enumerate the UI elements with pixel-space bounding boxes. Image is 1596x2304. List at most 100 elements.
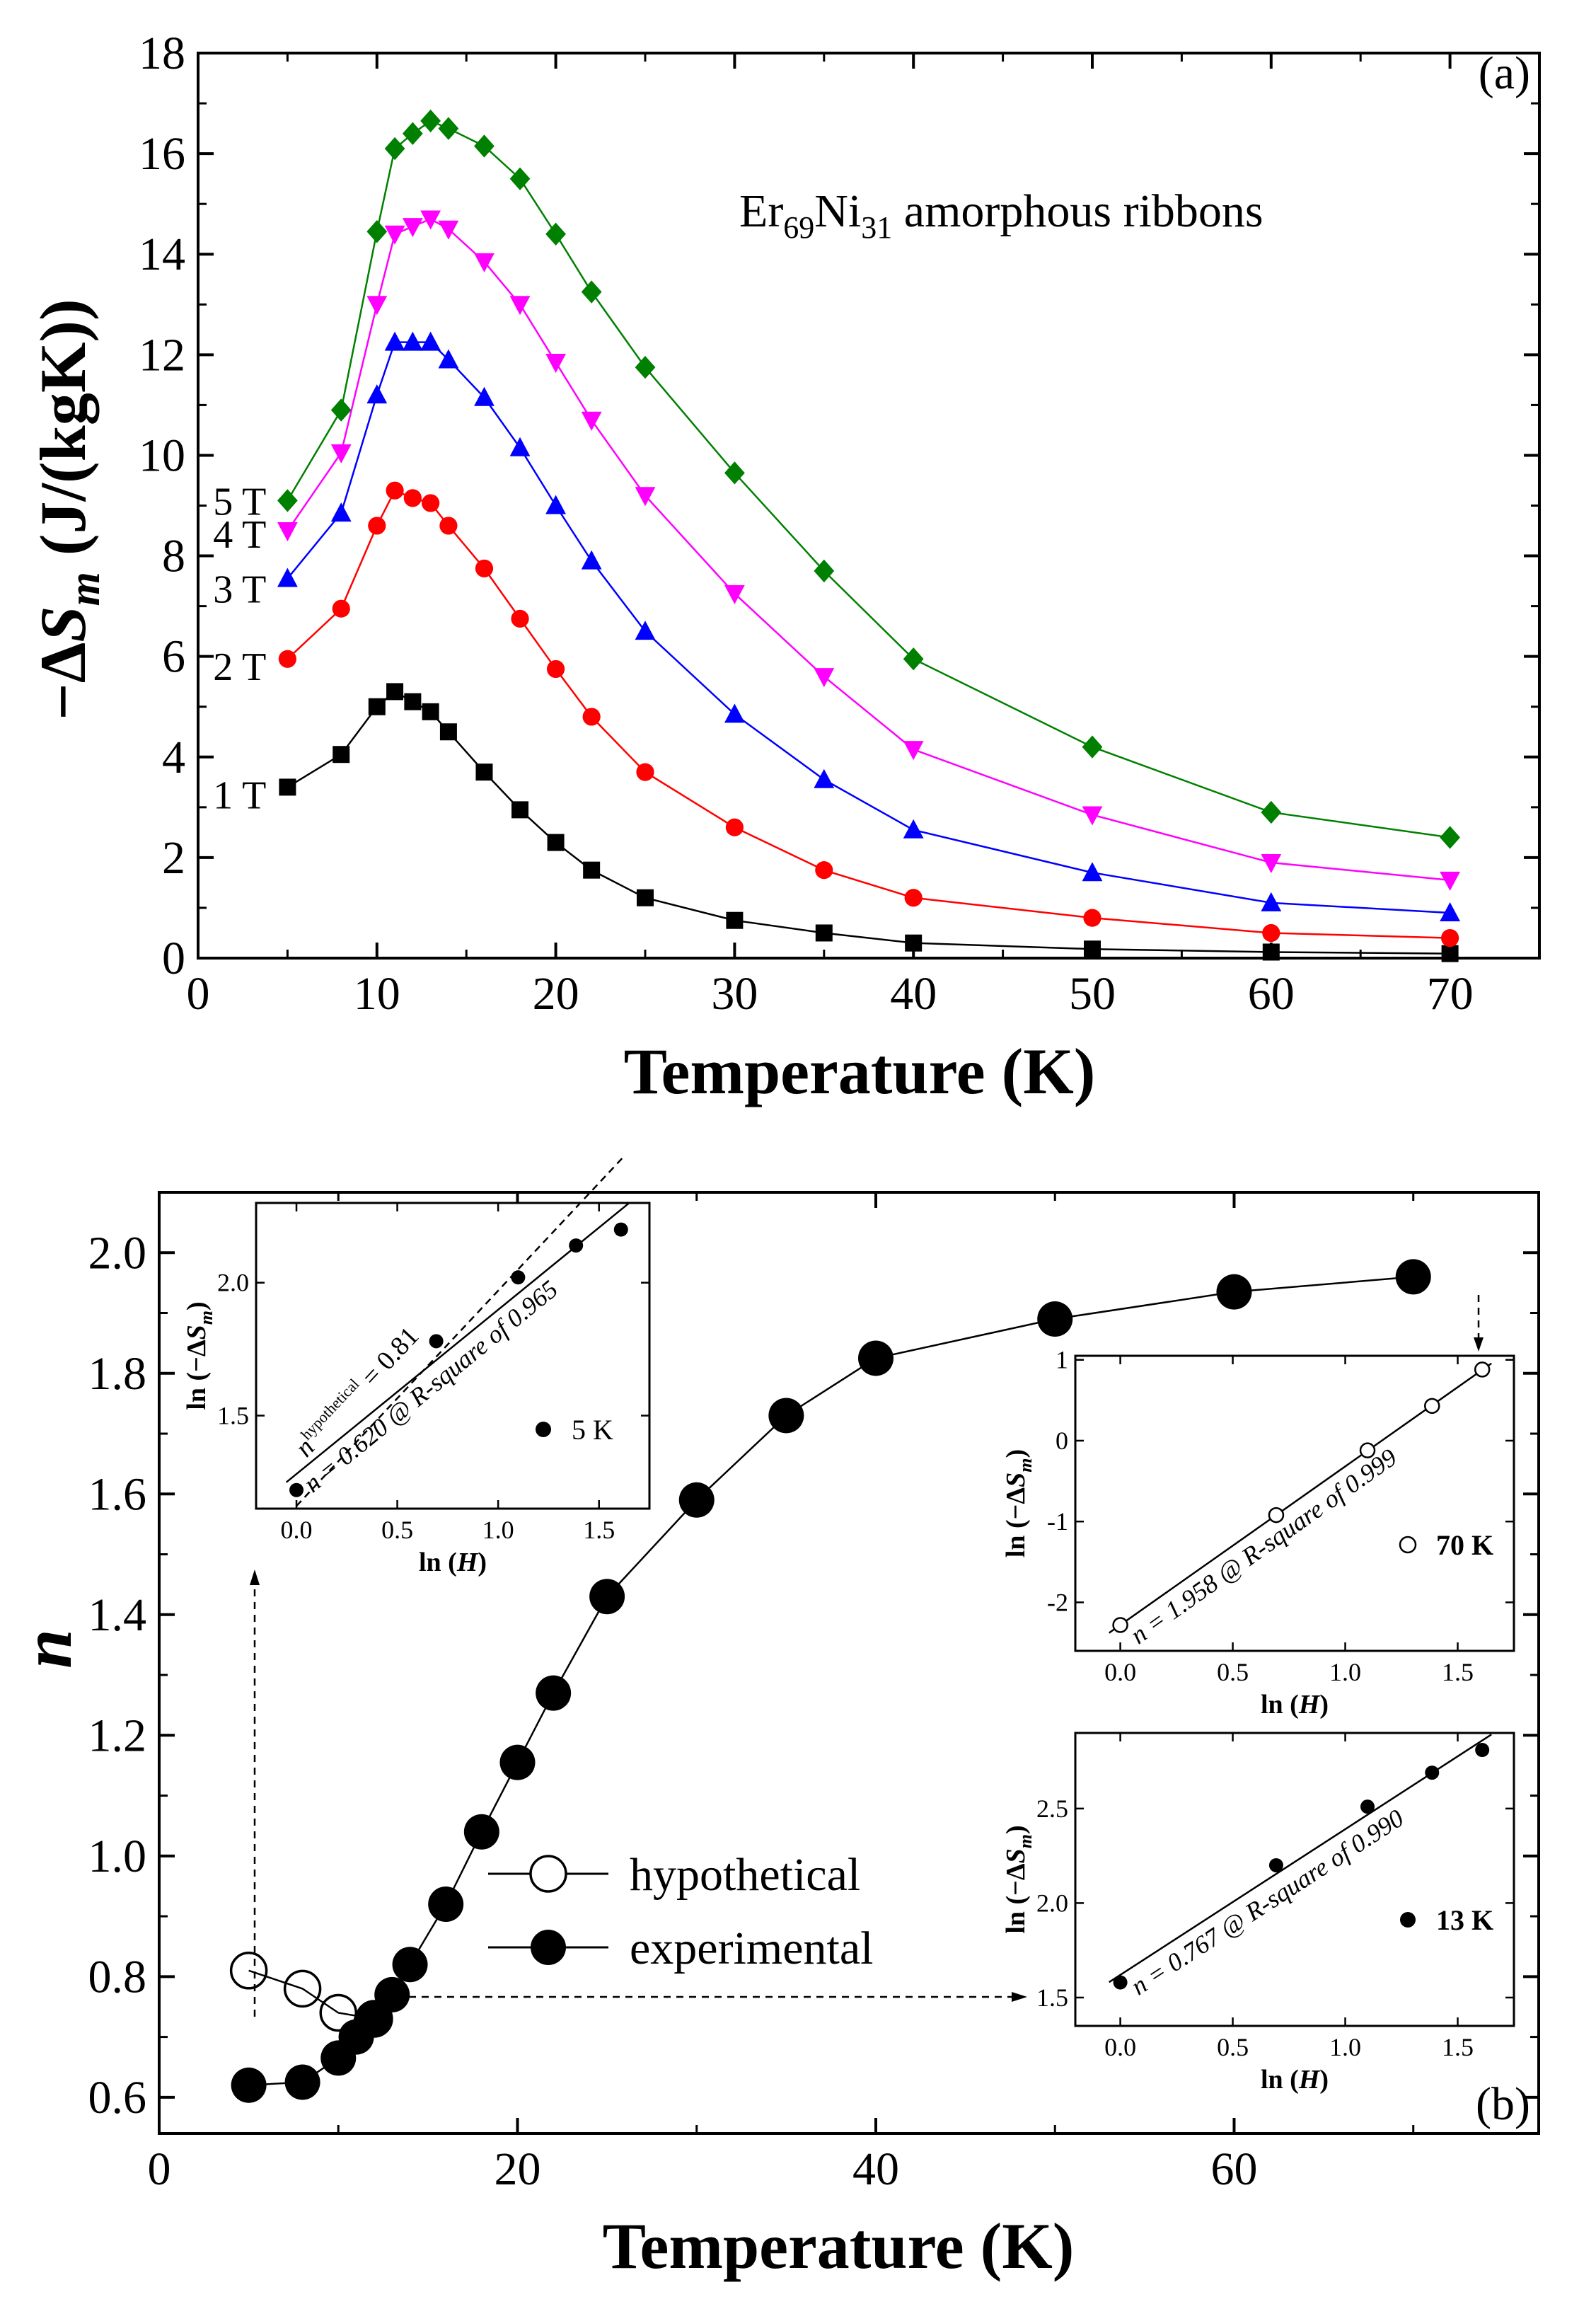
- panel-a-data-point: [277, 489, 298, 512]
- panel-a-data-point: [635, 355, 656, 379]
- panel-a-data-point: [439, 723, 457, 741]
- inset-y-title-s: S: [1001, 1848, 1031, 1863]
- inset-y-tick-label: 0: [1056, 1427, 1068, 1455]
- inset-y-tick-label: -1: [1047, 1507, 1068, 1536]
- experimental-point: [284, 2064, 320, 2100]
- inset-data-point: [1113, 1975, 1128, 1990]
- inset-y-title-prefix: ln (−Δ: [1001, 1487, 1031, 1557]
- panel-a-data-point: [277, 522, 298, 542]
- panel-a-series-line: [287, 341, 1450, 914]
- inset-x-title-suffix: ): [1319, 1690, 1329, 1720]
- inset-x-tick-label: 1.0: [1329, 1658, 1361, 1686]
- panel-a-data-point: [581, 280, 602, 304]
- panel-a-data-point: [509, 296, 531, 316]
- panel-a-data-point: [330, 502, 352, 522]
- panel-b-y-tick-label: 0.6: [88, 2072, 147, 2124]
- inset-5k: 0.0 0.5 1.0 1.51.52.0ln (H)ln (−ΔSm) n = 0.6…: [182, 1156, 651, 1577]
- panel-a-data-point: [366, 220, 388, 243]
- panel-a-data-point: [637, 889, 654, 906]
- inset-legend-label: 13 K: [1436, 1904, 1493, 1936]
- panel-a-data-point: [422, 494, 440, 512]
- inset-y-title-prefix: ln (−Δ: [1001, 1863, 1031, 1933]
- inset-data-point: [569, 1238, 584, 1253]
- inset-y-title-suffix: ): [182, 1301, 212, 1311]
- inset-y-tick-label: 2.0: [1036, 1889, 1068, 1917]
- inset-data-point: [1474, 1361, 1491, 1378]
- inset-x-tick-label: 0.5: [1217, 2033, 1249, 2061]
- panel-b-x-tick-label: 40: [852, 2143, 899, 2195]
- panel-a-data-point: [1261, 853, 1282, 873]
- panel-a-y-axis-title: −ΔSm (J/(kgK)): [27, 299, 109, 720]
- panel-a-data-point: [386, 481, 404, 500]
- experimental-point: [463, 1814, 499, 1850]
- inset-y-title-prefix: ln (−Δ: [182, 1340, 212, 1410]
- panel-a-data-point: [1084, 940, 1101, 958]
- experimental-point: [428, 1887, 464, 1923]
- inset-x-title-suffix: ): [1319, 2065, 1329, 2095]
- panel-a-data-point: [402, 218, 423, 238]
- panel-a-data-point: [439, 517, 458, 535]
- experimental-point: [356, 2001, 392, 2037]
- inset-x-title-var: H: [456, 1548, 479, 1577]
- panel-a-data-point: [511, 801, 529, 819]
- panel-b-arrow-heads: [250, 1337, 1484, 2002]
- legend-experimental-marker: [531, 1930, 566, 1965]
- panel-a-data-point: [1441, 945, 1459, 962]
- inset-x-tick-label: 1.0: [1329, 2033, 1361, 2061]
- hypothetical-point: [283, 1969, 322, 2008]
- panel-a-data-point: [384, 225, 405, 245]
- panel-a-data-point: [332, 746, 350, 764]
- experimental-point: [1395, 1259, 1431, 1295]
- panel-a-title: Er69Ni31 amorphous ribbons: [739, 185, 1264, 245]
- panel-a-y-tick-label: 4: [162, 732, 185, 783]
- inset-data-point: [511, 1270, 526, 1285]
- panel-a-data-point: [724, 703, 745, 723]
- arrow-70k-head: [1474, 1337, 1484, 1352]
- panel-b-frame: [158, 1191, 1540, 2135]
- experimental-point: [536, 1675, 572, 1711]
- inset-y-title-s: S: [1001, 1473, 1031, 1487]
- panel-a-data-point: [402, 331, 423, 351]
- inset-x-tick-label: 0.5: [1217, 1658, 1249, 1686]
- inset-x-axis-title: ln (H): [419, 1548, 487, 1577]
- panel-a-data-point: [1261, 892, 1282, 911]
- inset-y-title-sub: m: [1015, 1834, 1036, 1848]
- panel-a-data-point: [635, 487, 656, 507]
- inset-x-title-var: H: [1298, 2065, 1321, 2095]
- panel-a-data-point: [475, 559, 494, 577]
- panel-a-data-point: [384, 137, 405, 161]
- inset-x-title-suffix: ): [478, 1548, 487, 1577]
- inset-y-tick-label: 2.0: [217, 1269, 249, 1297]
- legend-experimental-label: experimental: [630, 1923, 874, 1974]
- panel-b: 0 20 40 60 0.6 0.8 1.0 1.2 1.4 1.6 1.8 2.0 (b) Tem…: [8, 1156, 1540, 2282]
- inset-x-tick-label: 1.5: [583, 1516, 615, 1544]
- hypothetical-point: [355, 2000, 393, 2038]
- inset-data-point: [1359, 1442, 1376, 1458]
- panel-a-data-point: [475, 764, 493, 781]
- inset-legend-label: 70 K: [1436, 1529, 1493, 1561]
- inset-x-tick-label: 1.5: [1442, 2033, 1474, 2061]
- panel-b-pointer-arrows: [253, 1295, 1480, 2017]
- inset-x-tick-label: 0.0: [1104, 2033, 1136, 2061]
- inset-data-point: [1360, 1799, 1375, 1814]
- experimental-point: [678, 1482, 715, 1518]
- panel-a-data-point: [511, 609, 529, 628]
- panel-a-data-point: [903, 741, 924, 761]
- panel-a-data-point: [420, 109, 441, 133]
- inset-y-axis-title: ln (−ΔSm): [1001, 1449, 1036, 1557]
- panel-a-title-ni: Ni: [814, 185, 861, 237]
- panel-a-data-point: [581, 411, 602, 431]
- inset-y-title-suffix: ): [1001, 1825, 1031, 1834]
- panel-a-data-point: [545, 222, 566, 246]
- panel-b-y-tick-label: 1.0: [88, 1831, 147, 1882]
- panel-a-series-label: 1 T: [213, 773, 266, 817]
- panel-a-data-point: [366, 384, 388, 404]
- panel-a-series-line: [287, 218, 1450, 882]
- panel-a-data-point: [903, 819, 924, 839]
- legend-hypothetical-marker: [529, 1855, 567, 1893]
- panel-a-data-point: [368, 517, 386, 535]
- panel-a-data-point: [420, 331, 441, 351]
- inset-y-title-sub: m: [1015, 1458, 1036, 1472]
- panel-a-data-point: [545, 353, 566, 373]
